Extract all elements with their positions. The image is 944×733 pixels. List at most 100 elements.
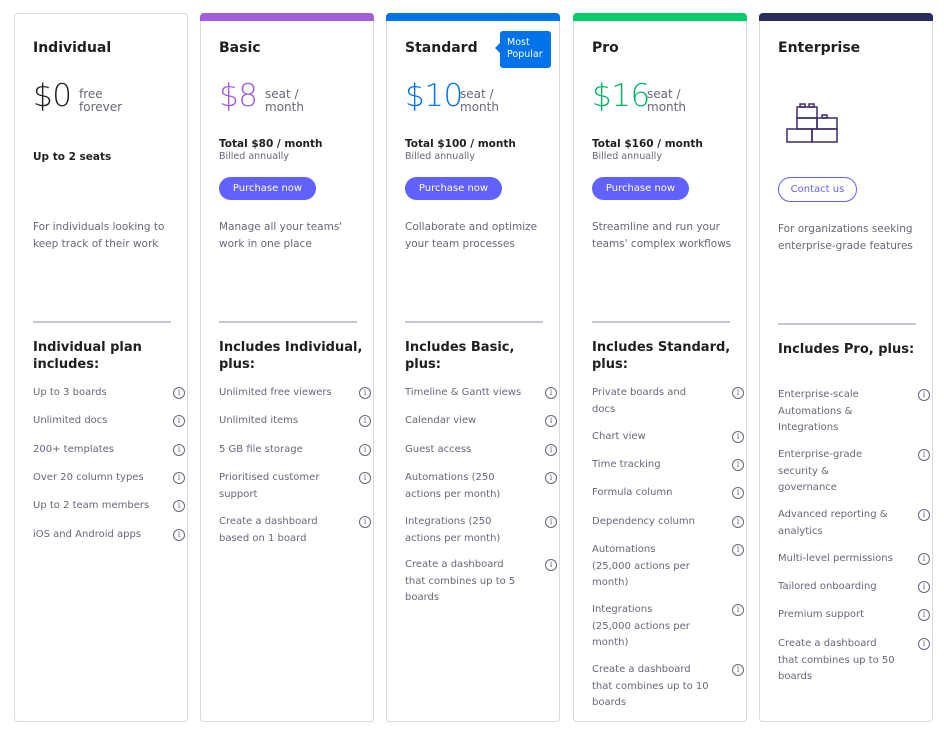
info-icon[interactable]: i <box>173 500 185 512</box>
feature-item: Time tracking i <box>592 457 744 474</box>
info-icon[interactable]: i <box>732 487 744 499</box>
info-icon[interactable]: i <box>173 387 185 399</box>
feature-item: Automations (250 actions per month) i <box>405 470 557 503</box>
price-unit-line1: seat / <box>647 87 681 101</box>
plan-card-standard: Standard Most Popular $10 seat / month T… <box>386 13 560 722</box>
total-price: Total $160 / month <box>592 138 703 150</box>
info-icon[interactable]: i <box>732 516 744 528</box>
badge-line1: Most <box>507 37 530 48</box>
info-icon[interactable]: i <box>173 415 185 427</box>
plan-card-content: Pro $16 seat / month Total $160 / month … <box>592 14 744 721</box>
seats-limit: Up to 2 seats <box>33 151 112 163</box>
plan-price: $16 <box>592 78 650 114</box>
includes-heading: Includes Pro, plus: <box>778 342 915 357</box>
info-icon[interactable]: i <box>918 389 930 401</box>
feature-item: Timeline & Gantt views i <box>405 385 557 402</box>
info-icon[interactable]: i <box>918 509 930 521</box>
badge-line2: Popular <box>507 49 543 60</box>
plan-price: $0 <box>33 78 72 114</box>
purchase-button[interactable]: Purchase now <box>405 177 502 200</box>
purchase-button[interactable]: Purchase now <box>592 177 689 200</box>
total-price: Total $100 / month <box>405 138 516 150</box>
price-unit: free forever <box>79 88 122 114</box>
feature-item: Create a dashboard that combines up to 5… <box>778 636 930 686</box>
feature-item: Enterprise-scale Automations & Integrati… <box>778 387 930 437</box>
price-unit-line1: seat / <box>460 87 494 101</box>
feature-item: Prioritised customer support i <box>219 470 371 503</box>
info-icon[interactable]: i <box>173 529 185 541</box>
info-icon[interactable]: i <box>732 431 744 443</box>
info-icon[interactable]: i <box>918 609 930 621</box>
info-icon[interactable]: i <box>545 387 557 399</box>
billing-period: Billed annually <box>219 151 289 162</box>
plan-name: Enterprise <box>778 40 861 56</box>
info-icon[interactable]: i <box>732 664 744 676</box>
info-icon[interactable]: i <box>359 444 371 456</box>
plan-price: $8 <box>219 78 258 114</box>
plan-card-content: Enterprise Contact us For organizations … <box>778 14 930 721</box>
price-unit-line2: month <box>265 100 304 114</box>
plan-description: Manage all your teams' work in one place <box>219 221 343 250</box>
feature-item: Multi-level permissions i <box>778 551 930 568</box>
plan-description: For individuals looking to keep track of… <box>33 221 165 250</box>
feature-item: Formula column i <box>592 485 744 502</box>
plan-color-bar <box>200 13 374 21</box>
info-icon[interactable]: i <box>732 604 744 616</box>
includes-heading: Individual plan includes: <box>33 340 142 372</box>
info-icon[interactable]: i <box>918 553 930 565</box>
feature-item: Private boards and docs i <box>592 385 744 418</box>
info-icon[interactable]: i <box>359 387 371 399</box>
info-icon[interactable]: i <box>732 387 744 399</box>
total-price: Total $80 / month <box>219 138 323 150</box>
plan-name: Standard <box>405 40 478 56</box>
price-unit-line2: month <box>460 100 499 114</box>
feature-item: iOS and Android apps i <box>33 527 185 544</box>
info-icon[interactable]: i <box>359 516 371 528</box>
feature-item: Automations (25,000 actions per month) i <box>592 542 744 592</box>
price-unit: seat / month <box>460 88 499 114</box>
plan-card-pro: Pro $16 seat / month Total $160 / month … <box>573 13 747 722</box>
plan-card-content: Standard Most Popular $10 seat / month T… <box>405 14 557 721</box>
info-icon[interactable]: i <box>545 559 557 571</box>
feature-item: Up to 2 team members i <box>33 498 185 515</box>
info-icon[interactable]: i <box>918 449 930 461</box>
info-icon[interactable]: i <box>545 472 557 484</box>
contact-us-button[interactable]: Contact us <box>778 177 857 202</box>
feature-item: Up to 3 boards i <box>33 385 185 402</box>
includes-heading: Includes Individual, plus: <box>219 340 363 372</box>
feature-item: Tailored onboarding i <box>778 579 930 596</box>
info-icon[interactable]: i <box>732 544 744 556</box>
info-icon[interactable]: i <box>545 516 557 528</box>
divider <box>219 321 357 323</box>
price-unit-line2: forever <box>79 100 123 114</box>
info-icon[interactable]: i <box>918 638 930 650</box>
info-icon[interactable]: i <box>732 459 744 471</box>
plan-color-bar <box>759 13 933 21</box>
plan-price: $10 <box>405 78 463 114</box>
plan-card-content: Individual $0 free forever Up to 2 seats… <box>33 14 185 721</box>
feature-item: Integrations (25,000 actions per month) i <box>592 602 744 652</box>
plan-card-individual: Individual $0 free forever Up to 2 seats… <box>14 13 188 722</box>
info-icon[interactable]: i <box>545 444 557 456</box>
plan-name: Basic <box>219 40 261 56</box>
plan-name: Pro <box>592 40 619 56</box>
feature-item: Create a dashboard that combines up to 1… <box>592 662 744 712</box>
purchase-button[interactable]: Purchase now <box>219 177 316 200</box>
feature-item: Enterprise-grade security & governance i <box>778 447 930 497</box>
info-icon[interactable]: i <box>359 415 371 427</box>
info-icon[interactable]: i <box>359 472 371 484</box>
feature-item: Unlimited items i <box>219 413 371 430</box>
billing-period: Billed annually <box>592 151 662 162</box>
info-icon[interactable]: i <box>918 581 930 593</box>
feature-item: Calendar view i <box>405 413 557 430</box>
plan-color-bar <box>573 13 747 21</box>
feature-item: Integrations (250 actions per month) i <box>405 514 557 547</box>
info-icon[interactable]: i <box>173 444 185 456</box>
feature-item: Unlimited free viewers i <box>219 385 371 402</box>
info-icon[interactable]: i <box>173 472 185 484</box>
plan-card-basic: Basic $8 seat / month Total $80 / month … <box>200 13 374 722</box>
info-icon[interactable]: i <box>545 415 557 427</box>
price-unit-line1: free <box>79 87 103 101</box>
includes-heading: Includes Basic, plus: <box>405 340 515 372</box>
feature-item: Over 20 column types i <box>33 470 185 487</box>
